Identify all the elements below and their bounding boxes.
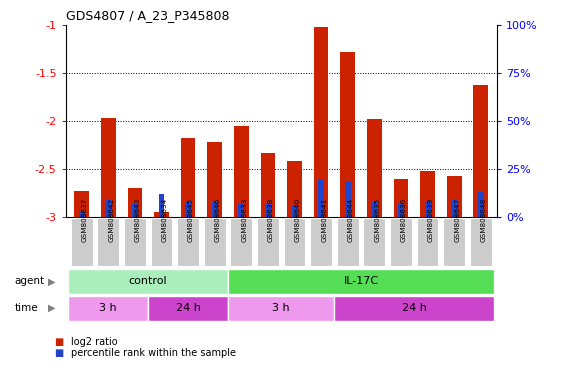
Text: agent: agent xyxy=(14,276,45,286)
Text: GSM808647: GSM808647 xyxy=(454,197,460,242)
FancyBboxPatch shape xyxy=(151,218,172,266)
Bar xyxy=(159,194,164,217)
Text: GSM808636: GSM808636 xyxy=(401,197,407,242)
Bar xyxy=(74,191,89,217)
Text: GSM808642: GSM808642 xyxy=(108,197,114,242)
Text: GSM808640: GSM808640 xyxy=(295,197,300,242)
Bar xyxy=(132,204,138,217)
Bar xyxy=(228,269,494,294)
Text: GSM808633: GSM808633 xyxy=(242,197,247,242)
FancyBboxPatch shape xyxy=(310,218,332,266)
Bar xyxy=(398,204,404,217)
Text: GSM808646: GSM808646 xyxy=(215,197,220,242)
Text: 3 h: 3 h xyxy=(272,303,290,313)
Text: log2 ratio: log2 ratio xyxy=(71,337,118,347)
Text: ■: ■ xyxy=(54,348,63,358)
Bar xyxy=(181,138,195,217)
FancyBboxPatch shape xyxy=(71,218,93,266)
Text: time: time xyxy=(14,303,38,313)
Text: GSM808648: GSM808648 xyxy=(481,197,487,242)
FancyBboxPatch shape xyxy=(97,218,119,266)
Text: control: control xyxy=(129,276,167,286)
Bar xyxy=(238,204,244,217)
Text: GDS4807 / A_23_P345808: GDS4807 / A_23_P345808 xyxy=(66,9,229,22)
FancyBboxPatch shape xyxy=(390,218,412,266)
Bar xyxy=(371,202,377,217)
FancyBboxPatch shape xyxy=(177,218,199,266)
Text: GSM808635: GSM808635 xyxy=(375,197,380,242)
Bar xyxy=(478,192,484,217)
FancyBboxPatch shape xyxy=(364,218,385,266)
Text: percentile rank within the sample: percentile rank within the sample xyxy=(71,348,236,358)
Text: IL-17C: IL-17C xyxy=(344,276,379,286)
FancyBboxPatch shape xyxy=(417,218,439,266)
Text: GSM808634: GSM808634 xyxy=(162,197,167,242)
Text: GSM808641: GSM808641 xyxy=(321,197,327,242)
FancyBboxPatch shape xyxy=(124,218,146,266)
Bar xyxy=(69,269,228,294)
Bar xyxy=(335,296,494,321)
Bar xyxy=(367,119,381,217)
Text: GSM808644: GSM808644 xyxy=(348,197,354,242)
Bar xyxy=(154,212,169,217)
Bar xyxy=(101,118,115,217)
Bar xyxy=(127,188,142,217)
Bar xyxy=(451,200,457,217)
FancyBboxPatch shape xyxy=(284,218,305,266)
Bar xyxy=(228,296,335,321)
FancyBboxPatch shape xyxy=(204,218,226,266)
Bar xyxy=(287,161,302,217)
Text: GSM808645: GSM808645 xyxy=(188,197,194,242)
Text: GSM808639: GSM808639 xyxy=(428,197,433,242)
Text: ▶: ▶ xyxy=(47,303,55,313)
Bar xyxy=(314,27,328,217)
Bar xyxy=(207,142,222,217)
Bar xyxy=(318,179,324,217)
Bar xyxy=(340,52,355,217)
Bar xyxy=(420,171,435,217)
Text: ■: ■ xyxy=(54,337,63,347)
Text: 24 h: 24 h xyxy=(402,303,427,313)
Bar xyxy=(447,175,461,217)
Bar xyxy=(393,179,408,217)
Text: GSM808637: GSM808637 xyxy=(82,197,87,242)
Text: ▶: ▶ xyxy=(47,276,55,286)
Bar xyxy=(212,202,218,217)
Bar xyxy=(473,85,488,217)
Text: 3 h: 3 h xyxy=(99,303,117,313)
Text: GSM808643: GSM808643 xyxy=(135,197,141,242)
FancyBboxPatch shape xyxy=(257,218,279,266)
Bar xyxy=(69,296,148,321)
Bar xyxy=(265,204,271,217)
Bar xyxy=(79,211,85,217)
Text: GSM808638: GSM808638 xyxy=(268,197,274,242)
Bar xyxy=(425,202,431,217)
Bar xyxy=(345,182,351,217)
Bar xyxy=(260,152,275,217)
Bar xyxy=(105,200,111,217)
Bar xyxy=(148,296,228,321)
FancyBboxPatch shape xyxy=(470,218,492,266)
Bar xyxy=(185,202,191,217)
Bar xyxy=(292,205,297,217)
Text: 24 h: 24 h xyxy=(176,303,200,313)
FancyBboxPatch shape xyxy=(337,218,359,266)
FancyBboxPatch shape xyxy=(443,218,465,266)
FancyBboxPatch shape xyxy=(230,218,252,266)
Bar xyxy=(234,126,248,217)
